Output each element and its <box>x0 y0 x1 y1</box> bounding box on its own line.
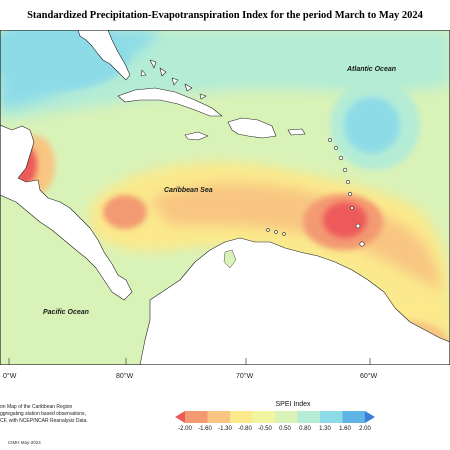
legend-swatch <box>320 411 343 423</box>
longitude-label-1: 80°W <box>116 373 134 380</box>
legend-tick-labels: -2.00 -1.60 -1.30 -0.80 -0.50 0.50 0.80 1.30 1.6… <box>170 426 380 434</box>
legend-tick-label: -0.50 <box>258 426 272 432</box>
cuba-island <box>117 87 223 117</box>
legend-tick-label: 0.50 <box>279 426 291 432</box>
longitude-ticks <box>8 358 371 365</box>
credit-text: CIMH May-2024 <box>8 440 41 445</box>
longitude-label-3: 60°W <box>360 373 378 380</box>
bahamas-islands <box>140 59 207 100</box>
south-america-landmass <box>139 237 450 365</box>
atlantic-ocean-label: Atlantic Ocean <box>347 66 397 73</box>
jamaica-island <box>184 131 209 141</box>
legend-tick-label: -1.60 <box>198 426 212 432</box>
legend-swatch <box>275 411 298 423</box>
footnote-line-1: on Map of the Caribbean Region <box>0 404 73 410</box>
caribbean-sea-label: Caribbean Sea <box>164 187 213 194</box>
spei-map[interactable] <box>0 30 450 365</box>
footnote-line-3: CF, with NCEP/NCAR Reanalysis Data. <box>0 418 88 424</box>
legend-tick-label: 2.00 <box>359 426 371 432</box>
legend-tick-label: -0.80 <box>238 426 252 432</box>
legend-swatch <box>342 411 366 423</box>
legend-tick-label: 0.80 <box>299 426 311 432</box>
legend-swatch <box>252 411 276 423</box>
lesser-antilles-islands <box>328 138 365 247</box>
puerto-rico-island <box>287 128 306 136</box>
legend-swatch <box>207 411 231 423</box>
legend-swatch <box>365 411 375 423</box>
legend-title: SPEI Index <box>275 401 311 408</box>
footnote-line-2: ggregating station based observations, <box>0 411 86 417</box>
legend-tick-label: 1.60 <box>339 426 351 432</box>
pacific-ocean-label: Pacific Ocean <box>43 309 89 316</box>
legend-swatch <box>230 411 253 423</box>
legend-tick-label: 1.30 <box>319 426 331 432</box>
legend-tick-label: -1.30 <box>218 426 232 432</box>
longitude-label-0: 0°W <box>3 373 17 380</box>
hispaniola-island <box>227 117 277 139</box>
longitude-label-2: 70°W <box>236 373 254 380</box>
legend-swatch <box>175 411 185 423</box>
central-america-landmass <box>0 124 133 301</box>
legend-swatch <box>297 411 321 423</box>
florida-landmass <box>77 30 131 81</box>
legend-swatch <box>185 411 208 423</box>
map-title: Standardized Precipitation-Evapotranspir… <box>27 10 423 21</box>
abc-islands <box>266 228 286 236</box>
legend-colorbar <box>175 411 375 423</box>
legend-tick-label: -2.00 <box>178 426 192 432</box>
coastline-layer <box>0 30 450 365</box>
